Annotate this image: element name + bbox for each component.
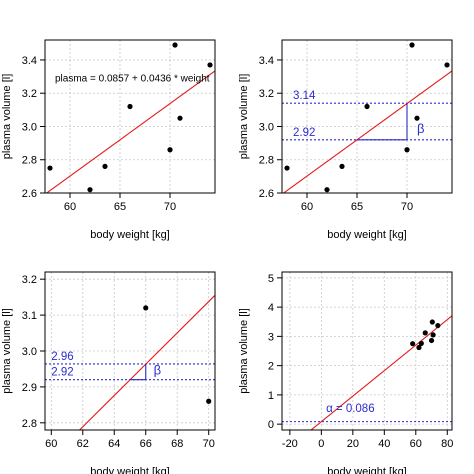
slope-triangle xyxy=(357,103,408,141)
y-tick-label: 3.0 xyxy=(22,121,37,133)
x-tick-label: -20 xyxy=(282,438,298,450)
reference-value-label: 3.14 xyxy=(293,90,316,102)
x-tick-label: 60 xyxy=(64,201,76,213)
y-tick-label: 3.2 xyxy=(22,88,37,100)
data-point xyxy=(127,103,133,110)
data-point xyxy=(410,341,416,347)
x-axis-label: body weight [kg] xyxy=(90,466,170,474)
data-point xyxy=(206,398,212,404)
data-point xyxy=(177,115,183,121)
x-tick-label: 70 xyxy=(164,201,176,213)
beta-label: β xyxy=(154,362,161,377)
data-point xyxy=(102,163,108,169)
x-axis-label: body weight [kg] xyxy=(327,229,407,241)
x-tick-label: 62 xyxy=(77,438,89,450)
x-tick-label: 66 xyxy=(140,438,152,450)
y-tick-label: 3 xyxy=(268,331,274,343)
y-tick-label: 2.6 xyxy=(259,188,274,200)
x-tick-label: 60 xyxy=(301,201,313,213)
x-axis-label: body weight [kg] xyxy=(327,466,407,474)
y-axis-label: plasma volume [l] xyxy=(238,74,250,160)
x-tick-label: 64 xyxy=(108,438,120,450)
x-tick-label: 60 xyxy=(410,438,422,450)
x-tick-label: 65 xyxy=(351,201,363,213)
data-point xyxy=(416,344,422,351)
data-point xyxy=(207,62,213,68)
y-axis-label: plasma volume [l] xyxy=(1,74,13,160)
data-point xyxy=(324,187,330,193)
x-tick-label: 80 xyxy=(441,438,453,450)
data-point xyxy=(428,337,435,344)
x-axis-label: body weight [kg] xyxy=(90,229,170,241)
beta-label: β xyxy=(417,121,424,136)
reference-value-label: 2.92 xyxy=(51,367,73,379)
panel-3: 2.96 2.92 β 60 62 64 66 68 70 2.8 2.9 3.0 3.1 3.2 body… xyxy=(1,271,216,474)
data-point xyxy=(339,163,345,169)
x-tick-label: 20 xyxy=(347,438,359,450)
panel-1: plasma = 0.0857 + 0.0436 * weight 60 65 70 2… xyxy=(1,39,216,241)
equation-annotation: plasma = 0.0857 + 0.0436 * weight xyxy=(55,74,210,85)
data-point xyxy=(444,62,450,68)
data-point xyxy=(404,147,410,153)
regression-line xyxy=(282,70,452,193)
y-tick-label: 0 xyxy=(268,419,274,431)
x-tick-label: 40 xyxy=(378,438,390,450)
plot-area xyxy=(45,294,215,430)
y-tick-label: 2 xyxy=(268,361,274,373)
data-point xyxy=(422,330,428,336)
data-point xyxy=(435,322,441,329)
plot-frame xyxy=(281,271,453,431)
regression-line xyxy=(45,70,215,193)
x-tick-label: 60 xyxy=(45,438,57,450)
panel-4: α = 0.086 -20 0 20 40 60 80 0 1 2 3 4 5 body weight [… xyxy=(238,271,453,474)
plot-frame xyxy=(281,39,453,194)
data-point xyxy=(143,305,149,311)
reference-value-label: 2.92 xyxy=(293,127,315,139)
plot-frame xyxy=(44,39,216,194)
y-tick-label: 4 xyxy=(268,302,274,314)
x-tick-label: 0 xyxy=(318,438,324,450)
alpha-annotation: α = 0.086 xyxy=(326,403,375,415)
plot-area xyxy=(282,315,452,430)
y-tick-label: 3.4 xyxy=(259,55,274,67)
y-tick-label: 5 xyxy=(268,273,274,285)
y-axis-label: plasma volume [l] xyxy=(238,308,250,394)
x-tick-label: 70 xyxy=(401,201,413,213)
data-point xyxy=(284,165,290,171)
y-axis-label: plasma volume [l] xyxy=(1,308,13,394)
data-point xyxy=(364,103,370,110)
y-tick-label: 2.8 xyxy=(22,418,37,430)
data-point xyxy=(167,147,173,153)
x-tick-label: 65 xyxy=(114,201,126,213)
regression-line xyxy=(310,315,452,430)
data-point xyxy=(430,332,436,338)
data-point xyxy=(414,115,420,121)
y-tick-label: 1 xyxy=(268,390,274,402)
data-point xyxy=(47,165,53,171)
reference-value-label: 2.96 xyxy=(51,351,73,363)
y-tick-label: 3.2 xyxy=(259,88,274,100)
y-tick-label: 2.9 xyxy=(22,382,37,394)
x-tick-label: 70 xyxy=(203,438,215,450)
y-tick-label: 3.0 xyxy=(259,121,274,133)
y-tick-label: 2.8 xyxy=(259,155,274,167)
y-tick-label: 2.8 xyxy=(22,155,37,167)
panel-2: 3.14 2.92 β 60 65 70 2.6 2.8 3.0 3.2 3.4 body weigh… xyxy=(238,39,453,241)
y-tick-label: 3.4 xyxy=(22,55,37,67)
y-tick-label: 3.1 xyxy=(22,310,37,322)
x-tick-label: 68 xyxy=(171,438,183,450)
y-tick-label: 3.0 xyxy=(22,346,37,358)
data-point xyxy=(418,340,424,346)
slope-triangle xyxy=(130,363,147,381)
data-point xyxy=(172,42,178,48)
data-point xyxy=(429,319,435,325)
y-tick-label: 3.2 xyxy=(22,274,37,286)
plot-area xyxy=(45,42,215,193)
y-tick-label: 2.6 xyxy=(22,188,37,200)
plot-area xyxy=(282,42,452,193)
data-point xyxy=(87,187,93,193)
data-point xyxy=(409,42,415,48)
